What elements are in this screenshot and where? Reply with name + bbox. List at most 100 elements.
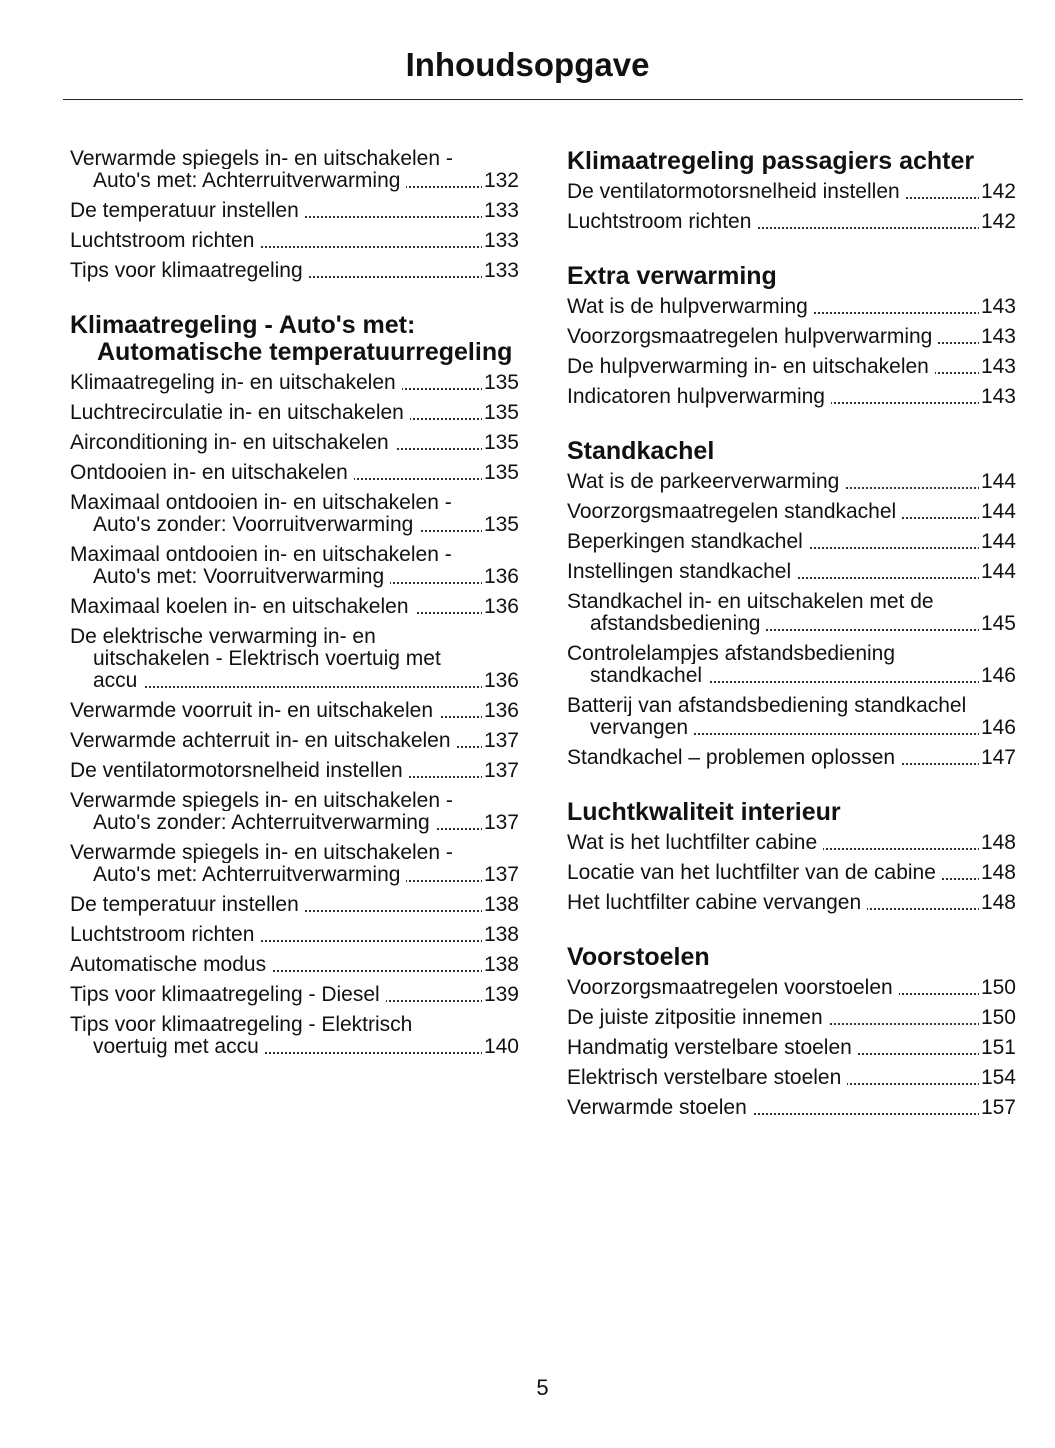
entry-page: 137 [481, 729, 519, 752]
entry-title: Klimaatregeling in- en uitschakelen [70, 371, 402, 394]
toc-entry: Tips voor klimaatregeling - Elektrisch v… [70, 1013, 519, 1058]
entry-title: Voorzorgsmaatregelen hulpverwarming [567, 325, 939, 348]
toc-entry: Verwarmde spiegels in- en uitschakelen -… [70, 841, 519, 886]
toc-entry: Verwarmde stoelen 157 [567, 1096, 1016, 1119]
entry-page: 148 [978, 861, 1016, 884]
entry-page: 142 [978, 210, 1016, 233]
entry-title: Verwarmde voorruit in- en uitschakelen [70, 699, 440, 722]
entry-title: Verwarmde achterruit in- en uitschakelen [70, 729, 457, 752]
toc-entry: Maximaal ontdooien in- en uitschakelen -… [70, 491, 519, 536]
entry-title: Verwarmde spiegels in- en uitschakelen -… [70, 147, 453, 192]
section-heading: Extra verwarming [567, 262, 777, 290]
toc-entry: De hulpverwarming in- en uitschakelen 143 [567, 355, 1016, 378]
entry-title: Instellingen standkachel [567, 560, 798, 583]
toc-column: Klimaatregeling passagiers achter De vent… [567, 148, 1016, 1127]
toc-entry: Tips voor klimaatregeling 133 [70, 259, 519, 282]
toc-entry: Standkachel – problemen oplossen 147 [567, 746, 1016, 769]
section-heading: Klimaatregeling passagiers achter [567, 147, 975, 175]
entry-title: Luchtrecirculatie in- en uitschakelen [70, 401, 410, 424]
entry-page: 133 [481, 259, 519, 282]
entry-title: Ontdooien in- en uitschakelen [70, 461, 354, 484]
toc-section: Verwarmde spiegels in- en uitschakelen -… [70, 147, 519, 282]
toc-entry: Verwarmde spiegels in- en uitschakelen -… [70, 147, 519, 192]
entry-page: 136 [481, 595, 519, 618]
entry-page: 138 [481, 893, 519, 916]
toc-entry: Klimaatregeling in- en uitschakelen 135 [70, 371, 519, 394]
toc-entry: Airconditioning in- en uitschakelen 135 [70, 431, 519, 454]
entry-title: Handmatig verstelbare stoelen [567, 1036, 858, 1059]
title-rule [63, 99, 1023, 100]
toc-entry: Standkachel in- en uitschakelen met de a… [567, 590, 1016, 635]
entry-page: 133 [481, 199, 519, 222]
toc-entry: Wat is het luchtfilter cabine 148 [567, 831, 1016, 854]
toc-section: Voorstoelen Voorzorgsmaatregelen voorstoe… [567, 944, 1016, 1119]
entry-title: Voorzorgsmaatregelen standkachel [567, 500, 903, 523]
toc-entry: Automatische modus 138 [70, 953, 519, 976]
entry-page: 137 [481, 811, 519, 834]
entry-page: 154 [978, 1066, 1016, 1089]
entry-page: 157 [978, 1096, 1016, 1119]
entry-title: Batterij van afstandsbediening standkach… [567, 694, 967, 739]
toc-entry: Het luchtfilter cabine vervangen 148 [567, 891, 1016, 914]
entry-title: De elektrische verwarming in- en uitscha… [70, 625, 441, 692]
toc-entry: Batterij van afstandsbediening standkach… [567, 694, 1016, 739]
entry-title: Maximaal ontdooien in- en uitschakelen -… [70, 491, 452, 536]
entry-page: 137 [481, 759, 519, 782]
section-heading: Luchtkwaliteit interieur [567, 798, 841, 826]
entry-title: De ventilatormotorsnelheid instellen [70, 759, 409, 782]
entry-page: 143 [978, 325, 1016, 348]
entry-title: Luchtstroom richten [70, 923, 261, 946]
toc-entry: Luchtstroom richten 142 [567, 210, 1016, 233]
entry-page: 135 [481, 401, 519, 424]
entry-title: Verwarmde spiegels in- en uitschakelen -… [70, 841, 453, 886]
toc-entry: Ontdooien in- en uitschakelen 135 [70, 461, 519, 484]
entry-page: 135 [481, 431, 519, 454]
toc-entry: De elektrische verwarming in- en uitscha… [70, 625, 519, 692]
toc-column: Verwarmde spiegels in- en uitschakelen -… [70, 147, 519, 1066]
entry-page: 138 [481, 923, 519, 946]
entry-title: Wat is het luchtfilter cabine [567, 831, 824, 854]
entry-title: Locatie van het luchtfilter van de cabin… [567, 861, 942, 884]
toc-entry: Voorzorgsmaatregelen voorstoelen 150 [567, 976, 1016, 999]
entry-page: 148 [978, 831, 1016, 854]
entry-page: 142 [978, 180, 1016, 203]
toc-entry: Luchtstroom richten 138 [70, 923, 519, 946]
entry-page: 135 [481, 461, 519, 484]
entry-page: 148 [978, 891, 1016, 914]
entry-title: Tips voor klimaatregeling - Diesel [70, 983, 386, 1006]
entry-page: 132 [481, 169, 519, 192]
entry-title: Voorzorgsmaatregelen voorstoelen [567, 976, 899, 999]
entry-page: 136 [481, 565, 519, 588]
entry-title: Beperkingen standkachel [567, 530, 809, 553]
entry-title: Het luchtfilter cabine vervangen [567, 891, 868, 914]
entry-title: Wat is de hulpverwarming [567, 295, 814, 318]
entry-page: 133 [481, 229, 519, 252]
entry-page: 144 [978, 470, 1016, 493]
toc-entry: Beperkingen standkachel 144 [567, 530, 1016, 553]
entry-page: 136 [481, 699, 519, 722]
toc-entry: Luchtrecirculatie in- en uitschakelen 135 [70, 401, 519, 424]
entry-title: Airconditioning in- en uitschakelen [70, 431, 395, 454]
section-heading: Klimaatregeling - Auto's met: Automatisc… [70, 311, 513, 366]
entry-page: 140 [481, 1035, 519, 1058]
toc-entry: Handmatig verstelbare stoelen 151 [567, 1036, 1016, 1059]
toc-entry: Maximaal ontdooien in- en uitschakelen -… [70, 543, 519, 588]
entry-page: 144 [978, 560, 1016, 583]
entry-title: Tips voor klimaatregeling - Elektrisch v… [70, 1013, 413, 1058]
entry-page: 139 [481, 983, 519, 1006]
entry-title: Elektrisch verstelbare stoelen [567, 1066, 848, 1089]
toc-section: Standkachel Wat is de parkeerverwarming 14… [567, 438, 1016, 769]
toc-entry: Indicatoren hulpverwarming 143 [567, 385, 1016, 408]
toc-entry: Verwarmde achterruit in- en uitschakelen… [70, 729, 519, 752]
entry-page: 144 [978, 530, 1016, 553]
toc-entry: De juiste zitpositie innemen 150 [567, 1006, 1016, 1029]
toc-entry: De temperatuur instellen 133 [70, 199, 519, 222]
toc-entry: Controlelampjes afstandsbediening standk… [567, 642, 1016, 687]
entry-title: Automatische modus [70, 953, 273, 976]
toc-entry: Maximaal koelen in- en uitschakelen 136 [70, 595, 519, 618]
toc-section: Extra verwarming Wat is de hulpverwarming… [567, 263, 1016, 408]
toc-entry: Luchtstroom richten 133 [70, 229, 519, 252]
entry-page: 138 [481, 953, 519, 976]
toc-entry: Instellingen standkachel 144 [567, 560, 1016, 583]
